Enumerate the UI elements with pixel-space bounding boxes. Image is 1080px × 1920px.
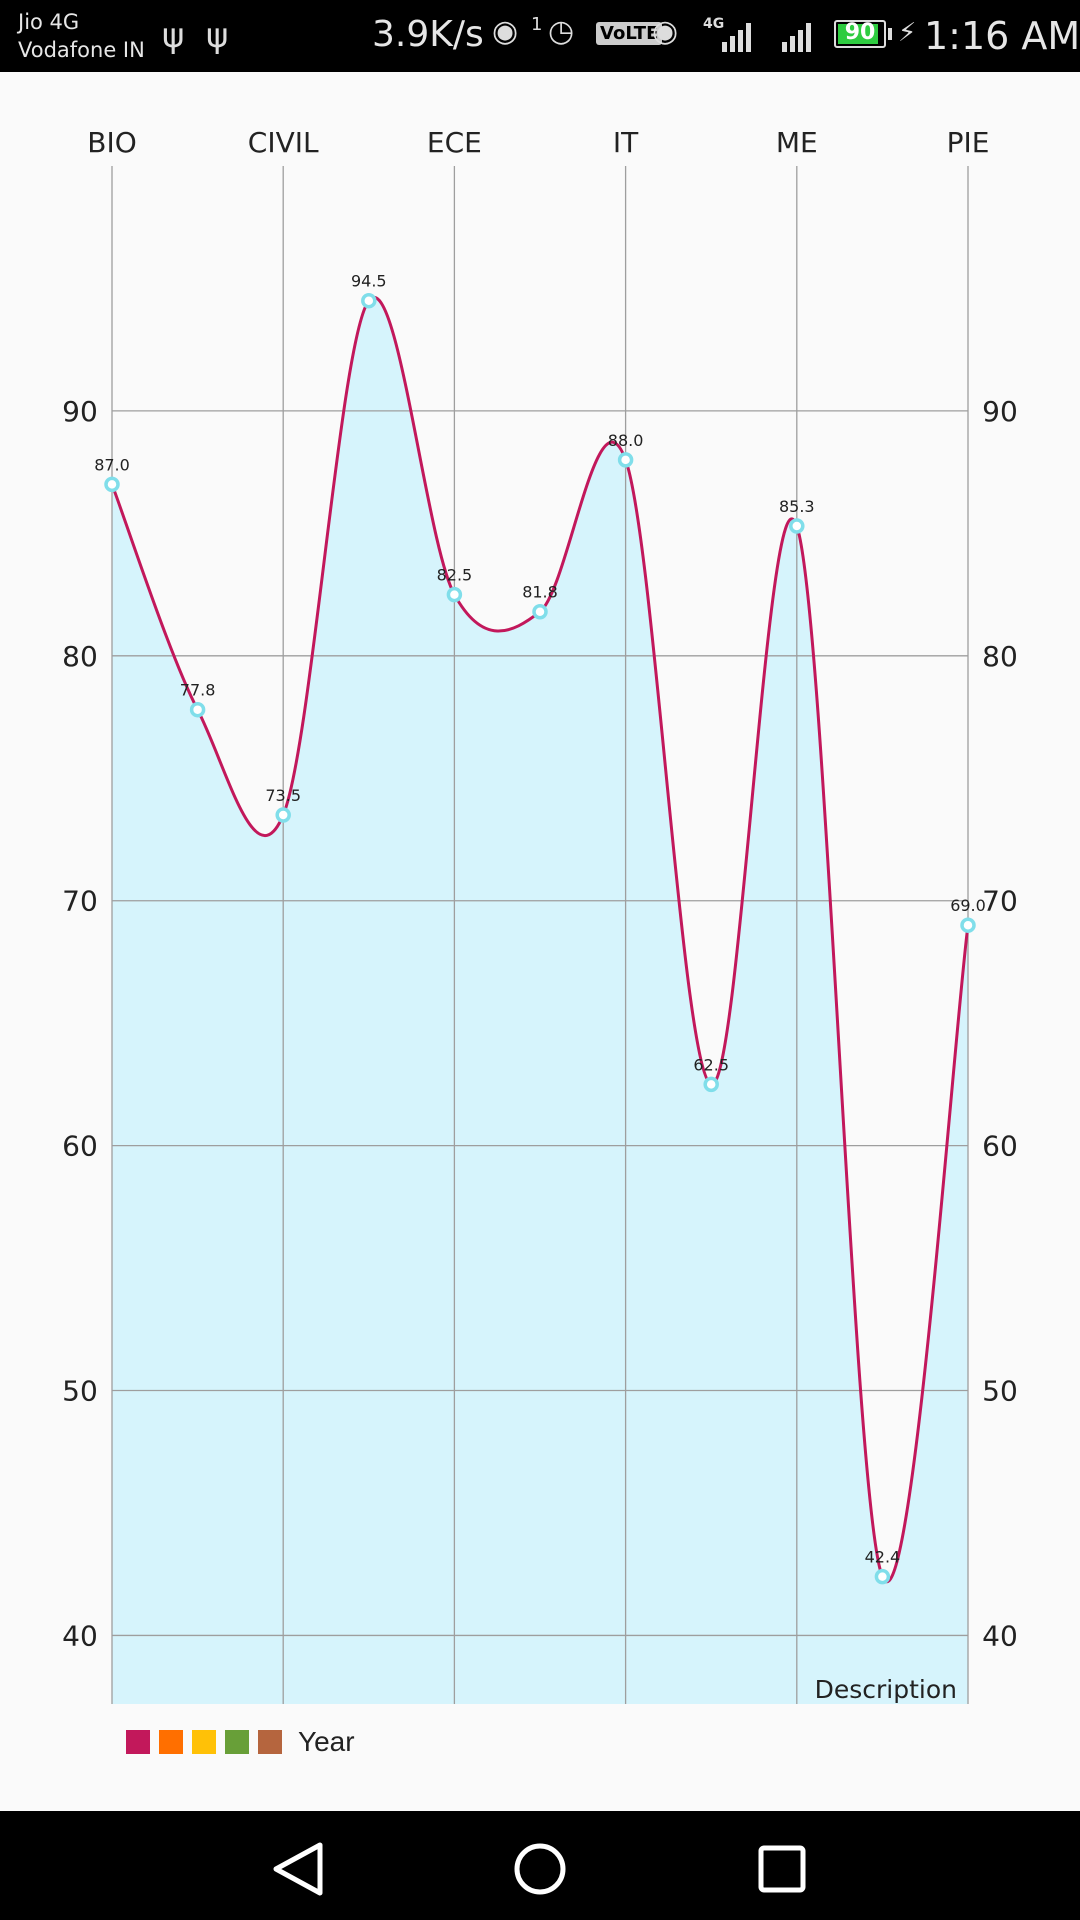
network-speed: 3.9K/s [372,14,484,55]
data-label: 85.3 [779,497,815,516]
signal-icon [722,23,751,52]
data-label: 62.5 [693,1055,729,1074]
y-tick-label-left: 90 [62,395,98,428]
y-tick-label-left: 80 [62,640,98,673]
line-chart[interactable]: 40 40 50 50 60 60 70 70 80 80 90 90 BIO CIVIL ECE IT ME P… [0,72,1080,1728]
clock: 1:16 AM [924,14,1080,58]
x-tick-label: PIE [947,126,990,159]
data-label: 88.0 [608,431,644,450]
legend-swatch [126,1730,150,1754]
y-tick-label-left: 70 [62,885,98,918]
x-tick-label: BIO [87,126,137,159]
data-point [960,917,976,933]
grid-layer [111,166,969,1704]
data-point [703,1076,719,1093]
legend-swatch [159,1730,183,1754]
data-label: 94.5 [351,272,387,291]
y-tick-label-left: 40 [62,1619,98,1652]
data-point [789,518,805,534]
x-tick-label: ME [776,126,818,159]
legend-swatch [258,1730,282,1754]
carrier-info: Jio 4G Vodafone IN [18,8,145,64]
y-tick-label-right: 60 [982,1130,1018,1163]
signal-icon [782,23,811,52]
data-label: 73.5 [265,786,301,805]
x-tick-label: CIVIL [248,126,319,159]
battery-tip [888,28,892,40]
legend-label: Year [298,1726,355,1757]
point-layer [104,292,976,1585]
data-label: 81.8 [522,583,558,602]
network-type: 4G [703,16,725,32]
back-icon[interactable] [270,1841,326,1897]
data-label: 82.5 [437,566,473,585]
chart-description: Description [815,1675,957,1704]
carrier-2: Vodafone IN [18,38,145,62]
data-point [874,1568,891,1585]
line-layer [110,295,970,1583]
data-point [446,586,463,603]
y-tick-label-right: 40 [982,1619,1018,1652]
y-tick-label-right: 50 [982,1375,1018,1408]
data-label: 77.8 [180,681,216,700]
recents-icon[interactable] [754,1841,810,1897]
area-fill [112,297,968,1704]
battery-fill [838,24,878,44]
hotspot-count: 1 [531,14,543,35]
data-label: 69.0 [950,896,986,915]
data-point [532,603,548,620]
charging-icon: ⚡ [898,18,917,48]
legend-swatch [192,1730,216,1754]
data-label: 87.0 [94,455,130,474]
y-tick-label-left: 50 [62,1375,98,1408]
status-bar: Jio 4G Vodafone IN ψ ψ 3.9K/s ◉ 1 ◷ VoLT… [0,0,1080,72]
battery-level: 90 [844,20,876,45]
y-tick-label-right: 90 [982,395,1018,428]
usb-icon: ψ [206,16,229,56]
y-tick-label-right: 70 [982,885,1018,918]
volte-badge: VoLTE [596,22,663,45]
eye-icon: ◉ [652,14,679,49]
battery-icon: 90 [834,20,886,48]
legend-swatch [225,1730,249,1754]
data-point [104,476,120,493]
usb-icon: ψ [162,16,185,56]
home-icon[interactable] [512,1841,568,1897]
carrier-1: Jio 4G [18,10,80,34]
data-label: 42.4 [865,1548,901,1567]
data-point [189,701,206,718]
data-point [275,807,291,823]
series-line [110,295,970,1583]
y-tick-label-left: 60 [62,1130,98,1163]
navigation-bar [0,1811,1080,1920]
alarm-icon: ◷ [548,14,575,49]
x-tick-label: IT [613,126,639,159]
label-layer: 40 40 50 50 60 60 70 70 80 80 90 90 BIO CIVIL ECE IT ME P… [62,126,1018,1704]
hotspot-icon: ◉ [492,14,519,49]
data-point [361,292,377,309]
x-tick-label: ECE [427,126,482,159]
area-fill-layer [112,297,968,1704]
y-tick-label-right: 80 [982,640,1018,673]
data-point [617,452,634,468]
